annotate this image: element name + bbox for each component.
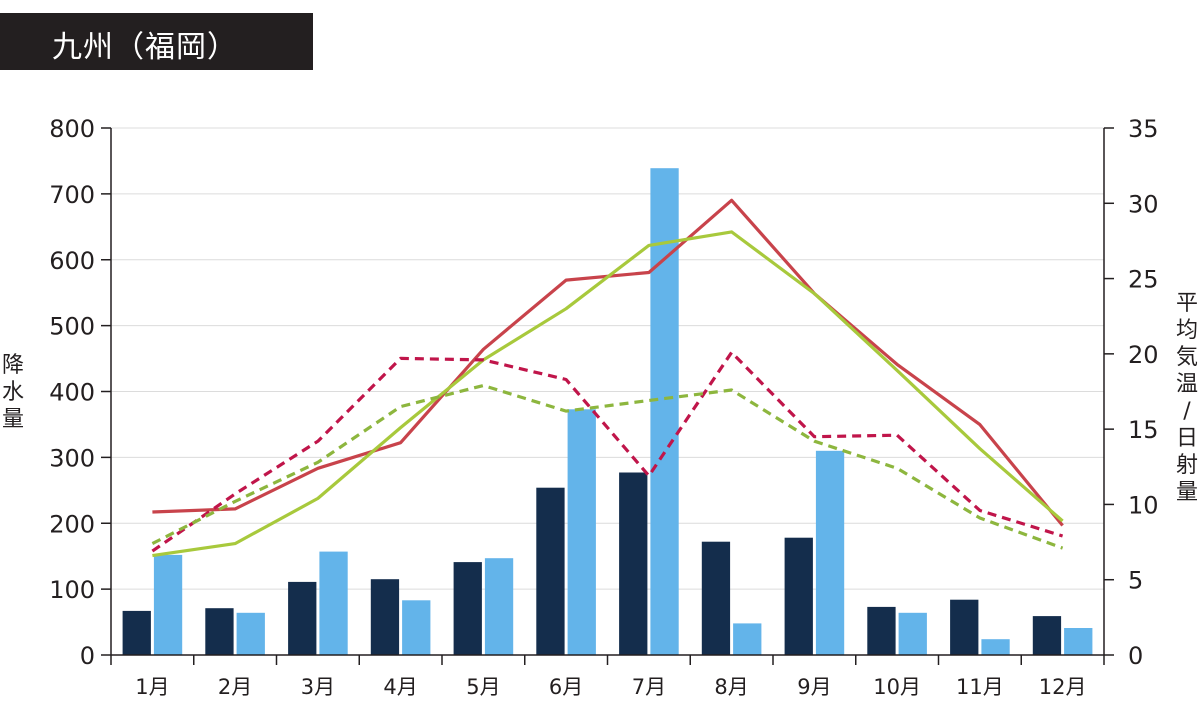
left-tick-label: 300 (49, 444, 95, 472)
left-tick-label: 600 (49, 247, 95, 275)
x-tick-label: 5月 (466, 675, 500, 699)
x-tick-label: 4月 (383, 675, 417, 699)
chart-title: 九州（福岡） (52, 30, 238, 65)
series-line (151, 350, 1064, 553)
x-tick-label: 12月 (1039, 675, 1087, 699)
bar (981, 639, 1010, 655)
x-tick-label: 2月 (218, 675, 252, 699)
left-tick-label: 700 (49, 181, 95, 209)
bar (619, 472, 648, 655)
bar (288, 581, 317, 655)
right-tick-label: 20 (1128, 341, 1159, 369)
bar (319, 551, 348, 655)
series-line (152, 230, 1064, 558)
bar (402, 600, 431, 655)
left-tick-label: 0 (80, 642, 95, 670)
right-tick-label: 25 (1128, 266, 1159, 294)
bar (453, 562, 482, 655)
x-tick-label: 8月 (714, 675, 748, 699)
bar (701, 541, 731, 655)
bar (236, 612, 265, 655)
left-tick-label: 200 (49, 510, 95, 538)
left-tick-label: 400 (49, 379, 95, 407)
x-tick-label: 1月 (135, 675, 169, 699)
x-tick-label: 10月 (873, 675, 921, 699)
bar (733, 623, 762, 655)
bar (370, 579, 400, 655)
bar (898, 612, 927, 655)
bar (536, 487, 565, 655)
bar (484, 558, 514, 655)
x-tick-label: 3月 (301, 675, 335, 699)
bar (205, 608, 234, 655)
series-line (151, 383, 1064, 550)
bar (1064, 628, 1093, 655)
bar (153, 554, 183, 655)
title-banner: 九州（福岡） (0, 13, 313, 70)
bar (122, 610, 151, 655)
left-tick-label: 100 (49, 576, 95, 604)
bar (867, 606, 896, 655)
x-tick-label: 9月 (797, 675, 831, 699)
x-tick-label: 6月 (549, 675, 583, 699)
right-tick-label: 5 (1128, 567, 1143, 595)
x-tick-label: 11月 (956, 675, 1004, 699)
bar (950, 599, 979, 655)
left-axis-label: 降水量 (1, 353, 24, 432)
right-tick-label: 0 (1128, 642, 1143, 670)
bar (1032, 616, 1062, 655)
left-tick-label: 500 (49, 313, 95, 341)
bar (784, 537, 813, 655)
right-tick-label: 30 (1128, 190, 1159, 218)
x-tick-label: 7月 (632, 675, 666, 699)
bar (815, 450, 845, 655)
right-tick-label: 15 (1128, 416, 1159, 444)
right-axis-label: 平均気温 / 日射量 (1175, 291, 1198, 505)
left-tick-label: 800 (49, 115, 95, 143)
right-tick-label: 10 (1128, 491, 1159, 519)
bar (567, 409, 596, 655)
right-tick-label: 35 (1128, 115, 1159, 143)
